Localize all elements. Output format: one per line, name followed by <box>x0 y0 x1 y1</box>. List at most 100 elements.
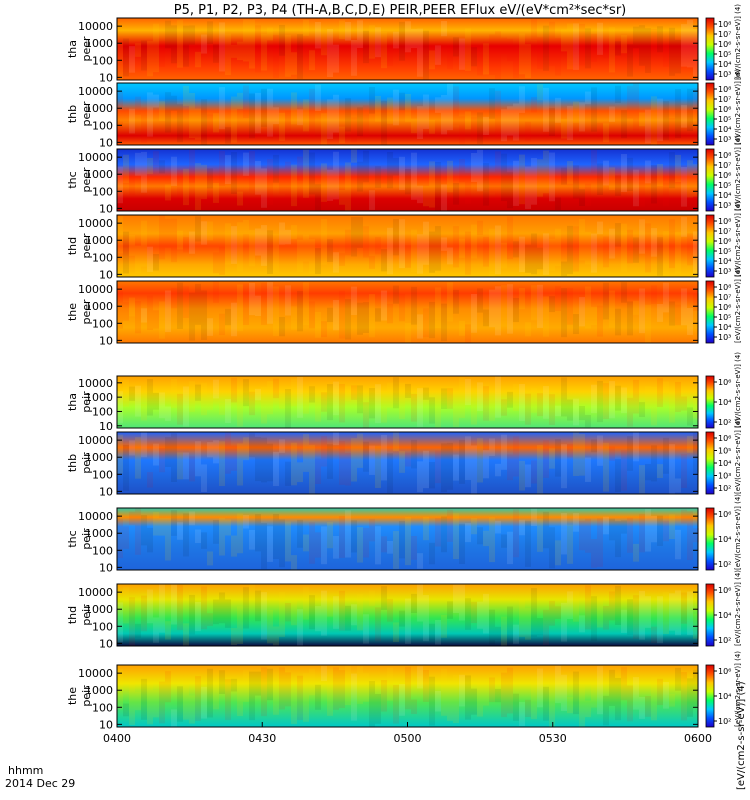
y-tick-label: 1000 <box>85 527 113 540</box>
colorbar-tick-label: 10⁵ <box>718 247 731 256</box>
y-tick-label: 100 <box>92 405 113 418</box>
colorbar-tick-label: 10³ <box>718 135 731 144</box>
colorbar-scale <box>705 214 715 278</box>
panel-product-label: peer <box>80 167 93 193</box>
y-tick-label: 1000 <box>85 168 113 181</box>
y-axis-the-peer: 10000 1000 100 10 <box>78 283 698 347</box>
colorbar-tick-label: 10⁵ <box>718 313 731 322</box>
panel-label-thc-peer: thc peer <box>66 167 93 193</box>
panel-product-label: peir <box>80 528 93 550</box>
panel-frame <box>116 375 699 429</box>
y-tick-label: 10000 <box>78 586 113 599</box>
colorbar-tick-label: 10³ <box>718 333 731 342</box>
colorbar-tick-label: 10⁶ <box>718 378 731 387</box>
panel-probe-label: thd <box>66 237 79 255</box>
panel-product-label: peir <box>80 391 93 413</box>
colorbar-units-label: [eV/(cm2-s-sr-eV)] (4) <box>734 135 742 211</box>
colorbar-tick-label: 10⁶ <box>718 237 731 246</box>
panel-the-peir: 10000 1000 100 10 the peir 10⁶ 10⁴ 10² [eV/(cm2-s… <box>66 651 742 732</box>
panel-probe-label: tha <box>66 393 79 411</box>
spectrogram-texture <box>117 376 699 428</box>
y-tick-label: 10 <box>99 718 113 731</box>
y-tick-label: 10 <box>99 561 113 574</box>
x-tick-label: 0500 <box>394 732 422 745</box>
panel-probe-label: thc <box>66 530 79 547</box>
y-tick-label: 10000 <box>78 510 113 523</box>
colorbar-tick-label: 10⁶ <box>718 171 731 180</box>
y-tick-label: 100 <box>92 119 113 132</box>
y-tick-label: 1000 <box>85 234 113 247</box>
panel-label-thb-peir: thb peir <box>66 452 93 474</box>
colorbar-bottom-label-text: [eV/(cm2-s-sr-eV)] (4) <box>736 681 747 790</box>
y-tick-label: 100 <box>92 620 113 633</box>
panel-label-the-peer: the peer <box>66 299 93 325</box>
colorbar-scale <box>705 82 715 146</box>
y-tick-label: 10 <box>99 71 113 84</box>
colorbar-units-label: [eV/(cm2-s-sr-eV)] (4) <box>734 651 742 727</box>
colorbar-tick-label: 10⁸ <box>718 283 731 292</box>
spectrogram-texture <box>117 508 699 570</box>
spectrogram-thb-peer <box>117 83 698 145</box>
colorbar-scale <box>705 583 715 647</box>
y-tick-label: 100 <box>92 468 113 481</box>
y-axis-thc-peir: 10000 1000 100 10 <box>78 510 698 574</box>
colorbar-tick-label: 10² <box>718 636 731 645</box>
colorbar-tick-label: 10⁶ <box>718 510 731 519</box>
y-tick-label: 1000 <box>85 391 113 404</box>
y-axis-thd-peir: 10000 1000 100 10 <box>78 586 698 650</box>
colorbar-tick-label: 10² <box>718 484 731 493</box>
spectrogram-texture <box>117 432 699 494</box>
y-axis-the-peir: 10000 1000 100 10 <box>78 667 698 731</box>
spectrogram-thc-peir <box>117 508 698 570</box>
x-axis-label-hhmm: hhmm <box>8 764 43 777</box>
y-tick-label: 1000 <box>85 684 113 697</box>
colorbar-tick-label: 10⁴ <box>718 692 731 701</box>
y-tick-label: 10000 <box>78 667 113 680</box>
spectrogram-texture <box>117 665 699 727</box>
y-tick-label: 1000 <box>85 300 113 313</box>
colorbar-scale <box>705 280 715 344</box>
y-tick-label: 10000 <box>78 217 113 230</box>
y-tick-label: 10000 <box>78 434 113 447</box>
spectrogram-thd-peir <box>117 584 698 646</box>
colorbar-tick-label: 10⁴ <box>718 323 731 332</box>
chart-title: P5, P1, P2, P3, P4 (TH-A,B,C,D,E) PEIR,P… <box>174 3 627 18</box>
colorbar-units-label: [eV/(cm2-s-sr-eV)] (4) <box>734 494 742 570</box>
colorbar-tick-label: 10⁵ <box>718 50 731 59</box>
y-tick-label: 10 <box>99 637 113 650</box>
colorbar-tick-label: 10³ <box>718 70 731 79</box>
panel-product-label: peer <box>80 36 93 62</box>
panel-label-tha-peir: tha peir <box>66 391 93 413</box>
colorbar-tick-label: 10⁷ <box>718 293 731 302</box>
y-tick-label: 10 <box>99 420 113 433</box>
colorbar-tick-label: 10⁷ <box>718 227 731 236</box>
y-tick-label: 10000 <box>78 283 113 296</box>
y-tick-label: 10000 <box>78 151 113 164</box>
spectrogram-texture <box>117 18 699 80</box>
panel-product-label: peir <box>80 685 93 707</box>
spectrogram-texture <box>117 281 699 343</box>
colorbar-thb-peir: 10⁶ 10⁵ 10⁴ 10³ 10² [eV/(cm2-s-sr-eV)] (4) <box>705 418 742 495</box>
colorbar-tick-label: 10⁴ <box>718 257 731 266</box>
panel-probe-label: the <box>66 687 79 705</box>
y-tick-label: 100 <box>92 251 113 264</box>
colorbar-tick-label: 10³ <box>718 201 731 210</box>
spectrogram-texture <box>117 215 699 277</box>
spectrogram-thc-peer <box>117 149 698 211</box>
colorbar-tick-label: 10⁸ <box>718 217 731 226</box>
colorbar-scale <box>705 17 715 81</box>
colorbar-thc-peir: 10⁶ 10⁴ 10² [eV/(cm2-s-sr-eV)] (4) <box>705 494 742 571</box>
spectrogram-thd-peer <box>117 215 698 277</box>
panel-probe-label: the <box>66 303 79 321</box>
panel-frame <box>116 431 699 495</box>
y-axis-thc-peer: 10000 1000 100 10 <box>78 151 698 215</box>
y-tick-label: 10 <box>99 485 113 498</box>
spectrogram-texture <box>117 149 699 211</box>
colorbar-units-label: [eV/(cm2-s-sr-eV)] (4) <box>734 418 742 494</box>
panel-label-tha-peer: tha peer <box>66 36 93 62</box>
colorbar-units-label: [eV/(cm2-s-sr-eV)] (4) <box>734 570 742 646</box>
panel-product-label: peir <box>80 452 93 474</box>
